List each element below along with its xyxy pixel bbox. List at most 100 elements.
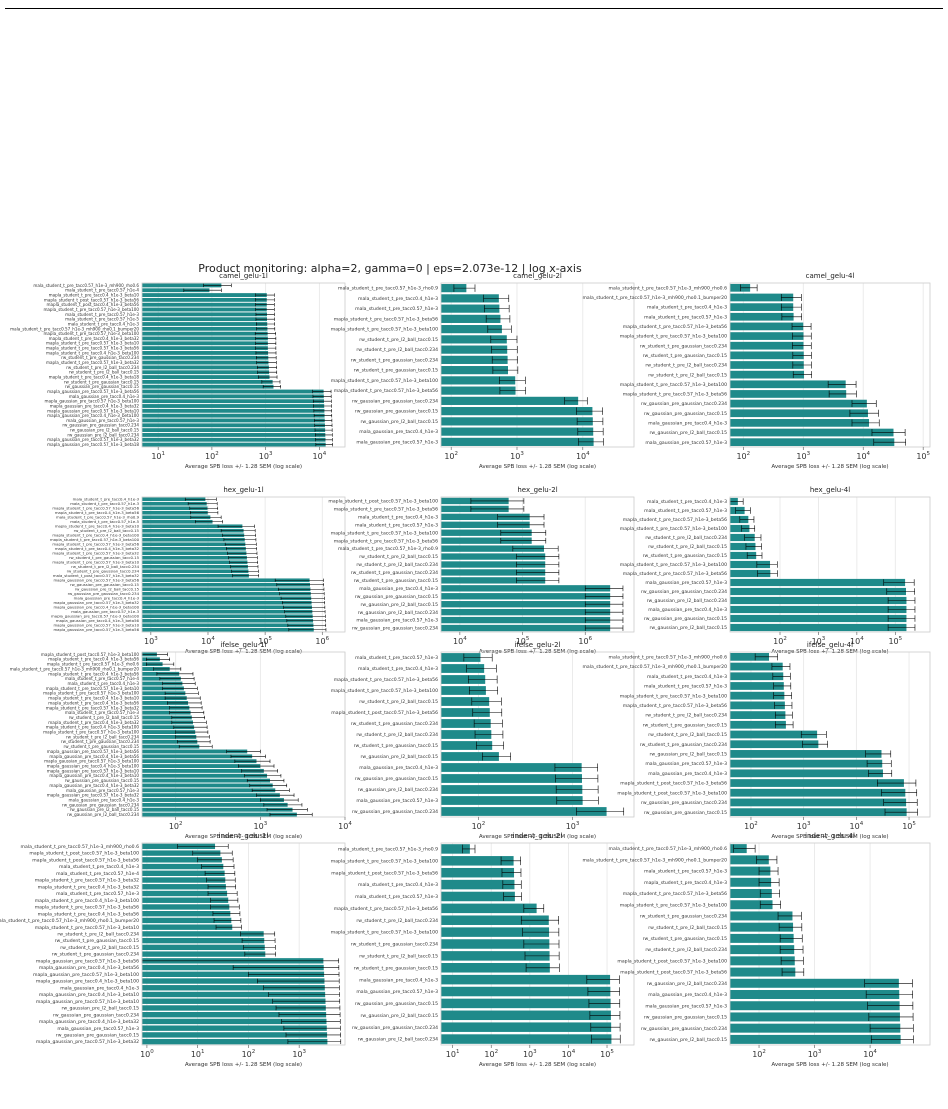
- bar: [142, 764, 261, 768]
- bar: [142, 725, 195, 730]
- category-label: mala_student_t_pre_tacc0.57_h1e-3: [355, 894, 438, 900]
- category-label: mapla_student_t_pre_tacc0.57_h1e-3_beta5…: [623, 891, 727, 897]
- category-label: rw_student_t_pre_l2_ball_tacc0.234: [356, 732, 438, 738]
- bar: [441, 730, 492, 739]
- bar: [441, 521, 530, 528]
- category-label: mapla_gaussian_pre_tacc0.57_h1e-3_beta56: [53, 578, 139, 583]
- category-label: mala_gaussian_pre_tacc0.4_h1e-3: [359, 765, 438, 771]
- category-label: rw_gaussian_pre_gaussian_tacc0.15: [65, 778, 140, 783]
- bar: [142, 971, 325, 977]
- bar: [142, 569, 249, 574]
- bar: [730, 877, 772, 887]
- category-label: rw_student_t_pre_l2_ball_tacc0.15: [60, 945, 139, 951]
- plot-frame: [729, 282, 931, 448]
- x-tick-label: 102: [472, 821, 486, 831]
- category-label: mala_gaussian_pre_tacc0.4_h1e-3: [69, 797, 140, 802]
- bar: [441, 427, 594, 436]
- category-label: mapla_student_t_pre_tacc0.4_h1e-3_beta18: [49, 374, 140, 379]
- category-label: mapla_student_t_pre_tacc0.57_h1e-3_beta5…: [334, 906, 438, 912]
- category-label: rw_gaussian_pre_l2_ball_tacc0.15: [650, 1037, 728, 1043]
- x-axis-label: Average SPB loss +/- 1.28 SEM (log scale…: [185, 1062, 302, 1068]
- category-label: rw_gaussian_pre_gaussian_tacc0.234: [352, 1025, 438, 1031]
- category-label: mapla_student_t_pre_tacc0.57_h1e-3_beta5…: [52, 542, 139, 547]
- category-label: mala_student_t_pre_tacc0.4_h1e-3: [358, 514, 438, 520]
- category-label: mala_student_t_pre_tacc0.57_h1e-3_rho0.9: [338, 546, 438, 552]
- x-tick-label: 102: [736, 451, 750, 461]
- category-label: mapla_gaussian_pre_tacc0.57_h1e-3_beta56: [36, 958, 139, 964]
- category-label: mapla_student_t_pre_tacc0.57_h1e-3_beta1…: [331, 530, 438, 536]
- category-label: mapla_gaussian_pre_tacc0.57_h1e-3_beta10…: [51, 614, 140, 619]
- bar: [730, 672, 784, 681]
- category-label: mala_student_t_pre_tacc0.57_h1e-4: [65, 676, 140, 681]
- bar: [142, 627, 314, 632]
- bar: [730, 740, 819, 749]
- category-label: mala_student_t_pre_tacc0.57_h1e-3_mh900_…: [582, 857, 727, 863]
- bar: [142, 734, 197, 739]
- bar: [142, 931, 264, 937]
- x-tick-label: 101: [191, 1049, 205, 1059]
- category-label: mala_student_t_pre_tacc0.57_h1e-3_mh900_…: [0, 918, 139, 924]
- category-label: rw_gaussian_pre_l2_ball_tacc0.15: [62, 1006, 140, 1012]
- bar: [441, 366, 509, 375]
- category-label: rw_student_t_pre_l2_ball_tacc0.15: [648, 544, 727, 550]
- category-label: mapla_gaussian_pre_tacc0.57_h1e-3_beta10: [47, 768, 140, 773]
- x-tick-label: 103: [566, 821, 580, 831]
- bar: [142, 546, 246, 551]
- x-tick-label: 102: [444, 451, 458, 461]
- category-label: mapla_gaussian_pre_tacc0.4_h1e-3_beta32: [50, 403, 140, 408]
- plot-frame: [440, 651, 635, 818]
- category-label: mapla_student_t_pre_tacc0.57_h1e-3_beta1…: [331, 688, 438, 694]
- category-label: mapla_student_t_pre_tacc0.57_h1e-3_beta1…: [52, 560, 139, 565]
- category-label: mapla_student_t_pre_tacc0.57_h1e-3_beta5…: [35, 905, 139, 911]
- x-tick-label: 103: [144, 636, 158, 646]
- category-label: mapla_student_t_pre_tacc0.57_h1e-3_beta1…: [43, 331, 139, 336]
- category-label: rw_student_t_pre_l2_ball_tacc0.234: [66, 734, 139, 739]
- bar: [441, 927, 550, 937]
- bar: [142, 812, 297, 817]
- category-label: mapla_student_t_pre_tacc0.57_h1e-3_beta5…: [623, 392, 727, 398]
- bar: [142, 413, 325, 418]
- category-label: mala_gaussian_pre_tacc0.57_h1e-3: [71, 609, 139, 614]
- x-tick-label: 102: [752, 1049, 766, 1059]
- bar: [142, 582, 310, 587]
- category-label: mala_gaussian_pre_tacc0.57_h1e-3: [356, 798, 438, 804]
- bar: [730, 730, 818, 739]
- x-tick-label: 104: [850, 821, 864, 831]
- bar: [441, 891, 515, 902]
- bar: [730, 788, 906, 797]
- bar: [730, 956, 795, 966]
- x-tick-label: 105: [888, 636, 902, 646]
- category-label: mapla_student_t_pre_tacc0.57_h1e-3_beta5…: [334, 316, 438, 322]
- bar: [730, 922, 794, 932]
- category-label: mapla_student_t_pre_tacc0.4_h1e-3_beta10…: [52, 533, 139, 538]
- category-label: mala_gaussian_pre_tacc0.4_h1e-3: [60, 985, 139, 991]
- bar: [730, 428, 894, 437]
- category-label: rw_student_t_pre_gaussian_tacc0.15: [354, 965, 438, 971]
- category-label: rw_gaussian_pre_gaussian_tacc0.234: [352, 626, 438, 632]
- category-label: mapla_student_t_pre_tacc0.57_h1e-3_beta1…: [331, 930, 438, 936]
- category-label: mapla_student_t_pre_tacc0.57_h1e-3_beta1…: [43, 307, 139, 312]
- bar: [441, 624, 611, 632]
- category-label: rw_student_t_pre_gaussian_tacc0.234: [61, 739, 139, 744]
- category-label: mala_student_t_pre_tacc0.57_h1e-3: [644, 684, 727, 690]
- x-tick-label: 104: [576, 451, 590, 461]
- bar: [441, 616, 611, 624]
- x-axis-label: Average SPB loss +/- 1.28 SEM (log scale…: [771, 464, 888, 470]
- category-label: rw_gaussian_pre_gaussian_tacc0.234: [352, 809, 438, 815]
- bar: [142, 331, 268, 336]
- bar: [730, 303, 794, 311]
- category-label: rw_student_t_pre_l2_ball_tacc0.234: [645, 363, 727, 369]
- bar: [730, 889, 772, 898]
- category-label: rw_student_t_pre_l2_ball_tacc0.15: [359, 337, 438, 343]
- category-label: rw_student_t_pre_gaussian_tacc0.234: [351, 942, 438, 948]
- category-label: mala_gaussian_pre_tacc0.4_h1e-3: [359, 429, 438, 435]
- bar: [441, 915, 549, 925]
- category-label: mapla_gaussian_pre_tacc0.57_h1e-3_beta56: [47, 389, 139, 394]
- category-label: rw_student_t_pre_gaussian_tacc0.15: [354, 743, 438, 749]
- category-label: mapla_student_t_pre_tacc0.4_h1e-3_beta56: [48, 671, 139, 676]
- bar: [142, 433, 326, 437]
- bar: [730, 524, 750, 533]
- bar: [441, 355, 508, 364]
- bar: [142, 379, 273, 384]
- bar: [441, 752, 499, 761]
